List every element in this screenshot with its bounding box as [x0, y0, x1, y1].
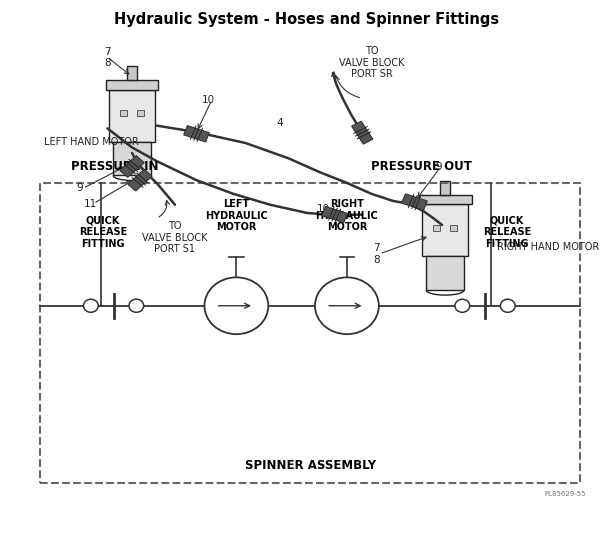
Bar	[419, 195, 472, 205]
Text: 10: 10	[317, 204, 330, 214]
Circle shape	[500, 299, 515, 312]
Text: PRESSURE IN: PRESSURE IN	[71, 160, 158, 173]
Text: Hydraulic System - Hoses and Spinner Fittings: Hydraulic System - Hoses and Spinner Fit…	[114, 11, 500, 27]
Bar	[109, 90, 155, 141]
Bar	[433, 225, 440, 231]
Circle shape	[315, 277, 379, 334]
Polygon shape	[128, 169, 152, 191]
Text: SPINNER ASSEMBLY: SPINNER ASSEMBLY	[244, 459, 376, 472]
Polygon shape	[402, 194, 427, 210]
Text: QUICK
RELEASE
FITTING: QUICK RELEASE FITTING	[483, 216, 531, 248]
Text: 11: 11	[84, 199, 98, 209]
Text: PRESSURE OUT: PRESSURE OUT	[371, 160, 472, 173]
Bar	[127, 66, 137, 80]
Polygon shape	[184, 126, 209, 142]
Text: RIGHT
HYDRAULIC
MOTOR: RIGHT HYDRAULIC MOTOR	[316, 199, 378, 232]
Bar	[137, 110, 144, 116]
Bar	[450, 225, 457, 231]
Bar	[120, 110, 127, 116]
Text: 9: 9	[77, 183, 83, 193]
Polygon shape	[352, 121, 373, 144]
Text: 4: 4	[276, 118, 282, 128]
Polygon shape	[322, 206, 348, 223]
Circle shape	[129, 299, 144, 312]
Text: TO
VALVE BLOCK
PORT SR: TO VALVE BLOCK PORT SR	[339, 46, 404, 79]
Text: 12: 12	[359, 133, 372, 143]
Text: PL85629-55: PL85629-55	[545, 491, 586, 497]
Circle shape	[84, 299, 98, 312]
Text: 10: 10	[202, 95, 216, 105]
Text: 9: 9	[436, 162, 442, 171]
Text: QUICK
RELEASE
FITTING: QUICK RELEASE FITTING	[79, 216, 127, 248]
Text: TO
VALVE BLOCK
PORT S1: TO VALVE BLOCK PORT S1	[142, 221, 208, 254]
Circle shape	[455, 299, 470, 312]
Text: LEFT HAND MOTOR: LEFT HAND MOTOR	[44, 137, 139, 147]
Text: LEFT
HYDRAULIC
MOTOR: LEFT HYDRAULIC MOTOR	[205, 199, 268, 232]
Text: 7
8: 7 8	[104, 46, 111, 68]
Bar	[440, 181, 450, 195]
Bar	[422, 205, 468, 257]
Bar	[40, 183, 580, 483]
Bar	[106, 80, 158, 90]
Text: 7
8: 7 8	[373, 243, 379, 265]
Bar	[113, 142, 151, 175]
Text: RIGHT HAND MOTOR: RIGHT HAND MOTOR	[497, 242, 600, 252]
Bar	[426, 257, 464, 290]
Polygon shape	[120, 156, 144, 177]
Circle shape	[204, 277, 268, 334]
